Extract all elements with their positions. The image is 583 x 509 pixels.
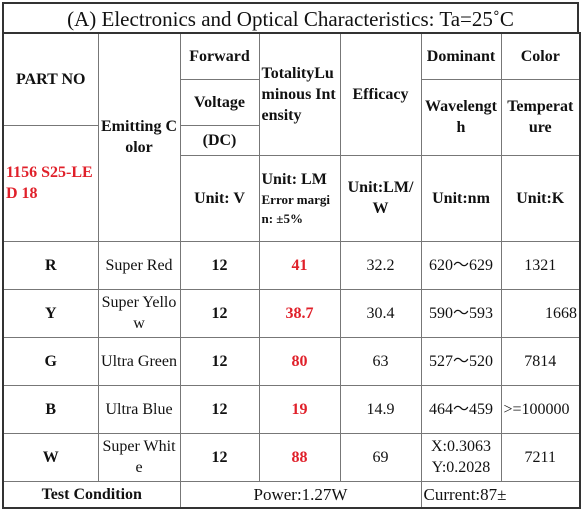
dominant-wavelength-header-1: Dominant — [420, 32, 502, 80]
row-lumens: 41 — [258, 240, 341, 290]
row-code: W — [2, 432, 99, 482]
emitting-color-header: Emitting Color — [97, 32, 181, 242]
units-row: Unit: V Unit: LM Error margin: ±5% Unit:… — [3, 154, 581, 242]
header-row-1: PART NO Emitting Color Forward TotalityL… — [2, 32, 581, 242]
forward-voltage-header-2: Voltage — [179, 78, 260, 126]
row-voltage: 12 — [179, 336, 260, 386]
part-no-value: 1156 S25-LED 18 — [2, 124, 99, 242]
row-voltage: 12 — [179, 432, 260, 482]
row-voltage: 12 — [179, 288, 260, 338]
row-voltage: 12 — [179, 384, 260, 434]
row-lumens: 88 — [258, 432, 341, 482]
luminous-intensity-header: TotalityLuminous Intensity — [258, 32, 341, 156]
row-efficacy: 32.2 — [339, 240, 422, 290]
row-lumens: 80 — [258, 336, 341, 386]
row-efficacy: 63 — [339, 336, 422, 386]
forward-voltage-header-1: Forward — [179, 32, 260, 80]
header-row-3: 1156 S25-LED 18 (DC) — [2, 124, 580, 242]
wavelength-unit: Unit:nm — [420, 154, 502, 242]
row-lumens: 19 — [258, 384, 341, 434]
luminous-unit: Unit: LM — [261, 170, 327, 188]
color-temperature-header-2: Temperature — [500, 78, 581, 156]
header-row-2: Voltage Wavelength Temperature — [3, 78, 581, 156]
row-temperature: 7211 — [500, 432, 581, 482]
color-temperature-unit: Unit:K — [500, 154, 581, 242]
row-efficacy: 30.4 — [339, 288, 422, 338]
row-color: Ultra Green — [97, 336, 181, 386]
efficacy-header: Efficacy — [339, 32, 422, 156]
table-row: W Super White 12 88 69 X:0.3063 Y:0.2028… — [2, 432, 581, 482]
color-temperature-header-1: Color — [500, 32, 581, 80]
row-temperature: >=100000 — [500, 384, 581, 434]
row-efficacy: 14.9 — [339, 384, 422, 434]
test-condition-row: Test Condition Power:1.27W Current:87± — [2, 480, 581, 509]
dominant-wavelength-header-2: Wavelength — [420, 78, 502, 156]
test-condition-current: Current:87± — [420, 480, 581, 509]
row-code: R — [2, 240, 99, 290]
row-code: Y — [2, 288, 99, 338]
part-no-header: PART NO — [2, 32, 99, 126]
row-wavelength-y: Y:0.2028 — [431, 459, 491, 476]
voltage-unit: Unit: V — [179, 154, 260, 242]
table-row: B Ultra Blue 12 19 14.9 464～459 >=100000 — [2, 384, 581, 434]
test-condition-label: Test Condition — [2, 480, 181, 509]
row-temperature: 1321 — [500, 240, 581, 290]
efficacy-unit: Unit:LM/W — [339, 154, 422, 242]
characteristics-table: PART NO Emitting Color Forward TotalityL… — [2, 32, 581, 509]
row-wavelength-cell: X:0.3063 Y:0.2028 — [420, 432, 502, 482]
row-wavelength: 620～629 — [420, 240, 502, 290]
row-temperature: 7814 — [500, 336, 581, 386]
table-title: (A) Electronics and Optical Characterist… — [2, 2, 579, 32]
row-color: Super White — [97, 432, 181, 482]
row-wavelength: 590～593 — [420, 288, 502, 338]
row-wavelength: 464～459 — [420, 384, 502, 434]
luminous-error: Error margin: ±5% — [261, 191, 330, 226]
row-temperature: 1668 — [500, 288, 581, 338]
table-row: G Ultra Green 12 80 63 527～520 7814 — [2, 336, 581, 386]
row-voltage: 12 — [179, 240, 260, 290]
row-code: G — [2, 336, 99, 386]
row-wavelength-x: X:0.3063 — [431, 438, 491, 455]
test-condition-power: Power:1.27W — [179, 480, 422, 509]
row-color: Ultra Blue — [97, 384, 181, 434]
row-color: Super Yellow — [97, 288, 181, 338]
row-efficacy: 69 — [339, 432, 422, 482]
luminous-unit-cell: Unit: LM Error margin: ±5% — [258, 154, 341, 242]
row-code: B — [2, 384, 99, 434]
row-lumens: 38.7 — [258, 288, 341, 338]
row-wavelength: 527～520 — [420, 336, 502, 386]
table-row: Y Super Yellow 12 38.7 30.4 590～593 1668 — [2, 288, 581, 338]
forward-voltage-header-3: (DC) — [179, 124, 260, 156]
table-row: R Super Red 12 41 32.2 620～629 1321 — [2, 240, 581, 290]
row-color: Super Red — [97, 240, 181, 290]
